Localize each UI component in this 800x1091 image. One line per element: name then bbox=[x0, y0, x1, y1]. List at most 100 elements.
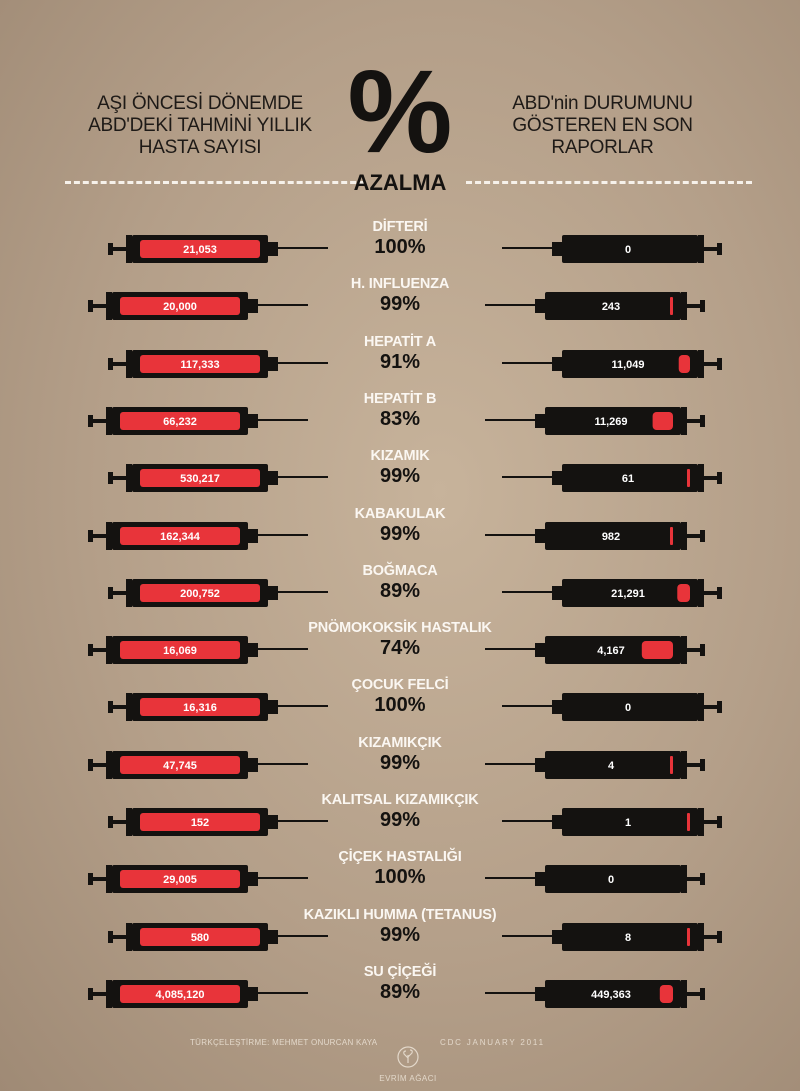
after-value: 61 bbox=[622, 473, 634, 485]
syringe-plunger-cap bbox=[88, 414, 93, 427]
disease-row: BOĞMACA 89% 200,752 21,291 bbox=[0, 562, 800, 620]
header-left-line: ABD'DEKİ TAHMİNİ YILLIK bbox=[88, 115, 312, 136]
syringe-needle bbox=[258, 991, 308, 994]
syringe-needle bbox=[258, 533, 308, 536]
syringe-plunger-cap bbox=[700, 987, 705, 1000]
syringe-barrel bbox=[545, 521, 681, 550]
syringe-plunger-cap bbox=[88, 644, 93, 657]
syringe-barrel bbox=[562, 464, 698, 493]
decrease-percent: 89% bbox=[379, 579, 421, 602]
disease-row: KAZIKLI HUMMA (TETANUS) 99% 580 8 bbox=[0, 906, 800, 964]
syringe-plunger-rod bbox=[704, 476, 717, 481]
divider-left bbox=[65, 181, 365, 184]
syringe-needle bbox=[485, 418, 535, 421]
syringe-tip bbox=[248, 986, 258, 1001]
syringe-needle bbox=[485, 762, 535, 765]
syringe-before-icon: 47,745 bbox=[88, 750, 308, 779]
disease-name: HEPATİT A bbox=[363, 333, 437, 350]
syringe-flange bbox=[106, 979, 112, 1008]
syringe-plunger-rod bbox=[93, 418, 106, 423]
syringe-plunger-rod bbox=[687, 304, 700, 309]
syringe-tip bbox=[268, 700, 278, 715]
syringe-plunger-cap bbox=[717, 930, 722, 943]
syringe-after-icon: 21,291 bbox=[502, 578, 722, 607]
syringe-flange bbox=[106, 292, 112, 321]
tree-logo-icon bbox=[397, 1046, 419, 1068]
syringe-flange bbox=[126, 808, 132, 836]
syringe-plunger-rod bbox=[93, 991, 106, 996]
disease-row: KIZAMIK 99% 530,217 61 bbox=[0, 447, 800, 505]
syringe-plunger-rod bbox=[93, 648, 106, 653]
syringe-needle bbox=[502, 247, 552, 249]
syringe-plunger-rod bbox=[113, 590, 126, 595]
syringe-tip bbox=[535, 986, 545, 1001]
syringe-fill-before bbox=[120, 870, 240, 889]
syringe-fill-after bbox=[652, 411, 673, 430]
before-value: 21,053 bbox=[183, 244, 217, 256]
disease-row: ÇİÇEK HASTALIĞI 100% 29,005 0 bbox=[0, 848, 800, 906]
syringe-fill-after bbox=[670, 526, 673, 545]
syringe-plunger-rod bbox=[93, 877, 106, 882]
syringe-before-icon: 152 bbox=[108, 808, 328, 836]
syringe-before-icon: 20,000 bbox=[88, 292, 308, 321]
syringe-before-icon: 16,069 bbox=[88, 636, 308, 665]
syringe-before-icon: 29,005 bbox=[88, 865, 308, 894]
syringe-after-icon: 243 bbox=[485, 292, 705, 321]
syringe-fill-before bbox=[140, 354, 260, 373]
syringe-after-icon: 61 bbox=[502, 464, 722, 493]
after-value: 449,363 bbox=[591, 989, 631, 1001]
syringe-plunger-rod bbox=[113, 476, 126, 481]
translator-credit: TÜRKÇELEŞTİRME: MEHMET ONURCAN KAYA bbox=[190, 1038, 378, 1047]
syringe-plunger-cap bbox=[717, 472, 722, 485]
syringe-needle bbox=[502, 590, 552, 593]
logo-text: EVRİM AĞACI bbox=[379, 1074, 437, 1083]
syringe-tip bbox=[268, 471, 278, 486]
syringe-after-icon: 11,269 bbox=[485, 406, 705, 435]
syringe-needle bbox=[485, 304, 535, 307]
syringe-plunger-cap bbox=[108, 701, 113, 714]
syringe-needle bbox=[278, 820, 328, 822]
before-value: 20,000 bbox=[163, 301, 197, 313]
syringe-plunger-rod bbox=[687, 648, 700, 653]
syringe-fill-after bbox=[678, 354, 690, 373]
syringe-before-icon: 4,085,120 bbox=[88, 979, 308, 1008]
syringe-plunger-rod bbox=[93, 533, 106, 538]
header-left-line: HASTA SAYISI bbox=[138, 137, 262, 158]
before-value: 29,005 bbox=[163, 874, 197, 886]
syringe-fill-after bbox=[687, 469, 690, 488]
syringe-flange bbox=[126, 235, 132, 263]
syringe-barrel bbox=[562, 693, 698, 722]
syringe-flange bbox=[126, 693, 132, 722]
syringe-after-icon: 0 bbox=[485, 865, 705, 894]
decrease-percent: 91% bbox=[379, 350, 421, 373]
syringe-tip bbox=[552, 929, 562, 944]
syringe-plunger-cap bbox=[88, 758, 93, 771]
after-value: 0 bbox=[608, 874, 614, 886]
syringe-tip bbox=[535, 299, 545, 314]
syringe-tip bbox=[248, 643, 258, 658]
syringe-needle bbox=[278, 247, 328, 249]
syringe-before-icon: 21,053 bbox=[108, 235, 328, 263]
disease-row: KABAKULAK 99% 162,344 982 bbox=[0, 505, 800, 563]
decrease-percent: 99% bbox=[379, 465, 421, 488]
before-value: 200,752 bbox=[180, 588, 220, 600]
syringe-tip bbox=[268, 242, 278, 256]
syringe-flange bbox=[698, 464, 704, 493]
disease-name: HEPATİT B bbox=[363, 390, 437, 407]
syringe-fill-after bbox=[687, 927, 690, 946]
disease-name: KALITSAL KIZAMIKÇIK bbox=[321, 792, 479, 808]
before-value: 162,344 bbox=[160, 531, 201, 543]
syringe-before-icon: 200,752 bbox=[108, 578, 328, 607]
syringe-tip bbox=[535, 872, 545, 887]
syringe-plunger-rod bbox=[687, 533, 700, 538]
syringe-after-icon: 4 bbox=[485, 750, 705, 779]
syringe-plunger-rod bbox=[687, 762, 700, 767]
after-value: 4 bbox=[608, 760, 615, 772]
syringe-fill-before bbox=[140, 813, 260, 831]
disease-name: ÇİÇEK HASTALIĞI bbox=[338, 849, 462, 866]
syringe-plunger-rod bbox=[704, 820, 717, 824]
syringe-flange bbox=[126, 922, 132, 951]
syringe-plunger-cap bbox=[717, 816, 722, 828]
syringe-after-icon: 0 bbox=[502, 693, 722, 722]
decrease-percent: 100% bbox=[374, 236, 426, 258]
